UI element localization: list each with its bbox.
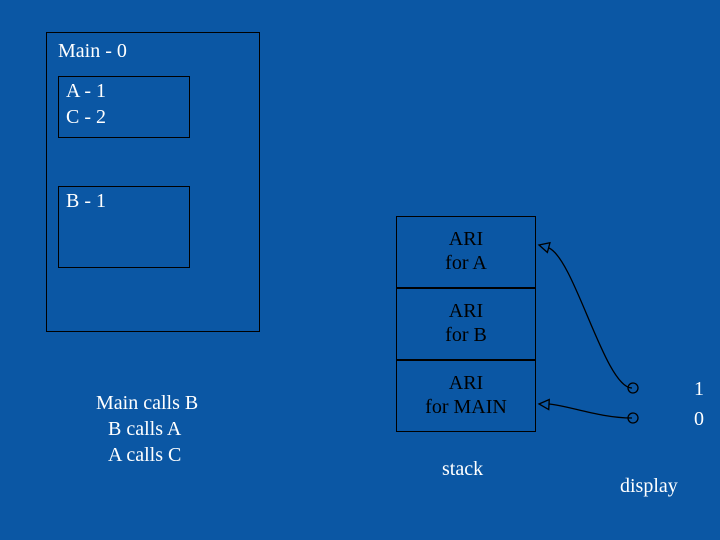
stack-cell-0-line2: for A xyxy=(396,252,536,275)
scope-label-b: B - 1 xyxy=(66,190,106,213)
stack-label: stack xyxy=(442,458,483,481)
stack-cell-2-line2: for MAIN xyxy=(396,396,536,419)
scope-label-c: C - 2 xyxy=(66,106,106,129)
stack-cell-0-line1: ARI xyxy=(396,228,536,251)
stack-cell-1-line2: for B xyxy=(396,324,536,347)
call-seq-line-2: A calls C xyxy=(108,444,181,467)
stack-cell-1-line1: ARI xyxy=(396,300,536,323)
stack-cell-2-line1: ARI xyxy=(396,372,536,395)
scope-label-main: Main - 0 xyxy=(58,40,127,63)
display-label: display xyxy=(620,475,678,498)
display-value-0: 0 xyxy=(694,408,704,431)
scope-label-a: A - 1 xyxy=(66,80,106,103)
display-value-1: 1 xyxy=(694,378,704,401)
call-seq-line-1: B calls A xyxy=(108,418,181,441)
call-seq-line-0: Main calls B xyxy=(96,392,198,415)
